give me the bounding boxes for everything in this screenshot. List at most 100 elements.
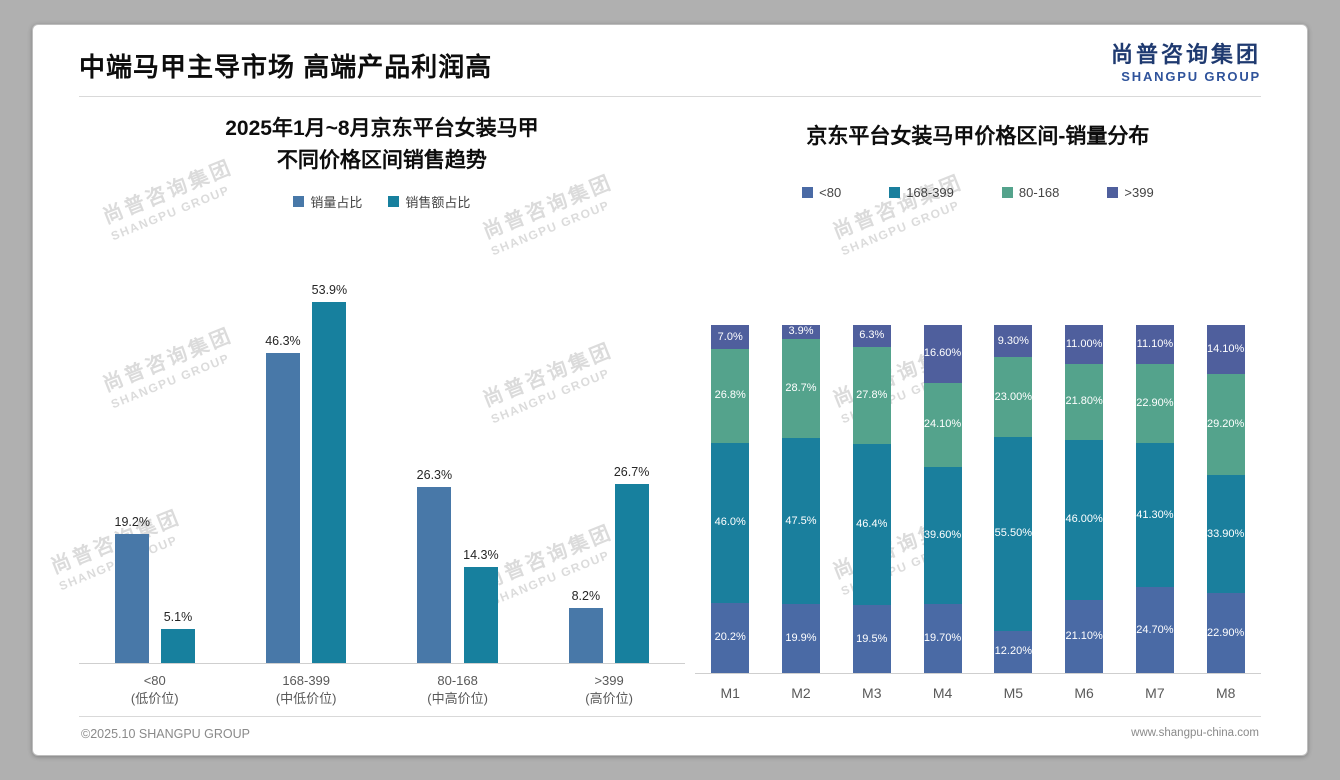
legend-swatch [1107, 186, 1119, 198]
bar-value-label: 46.3% [265, 333, 301, 348]
bar-segment: 14.10% [1206, 324, 1245, 374]
x-axis-label-tier: (高价位) [585, 691, 633, 707]
legend-item: 168-399 [889, 185, 954, 200]
slide: 尚普咨询集团 SHANGPU GROUP 尚普咨询集团 SHANGPU GROUP 尚普… [32, 24, 1308, 756]
bar-column: 46.3% [265, 333, 301, 663]
bar-segment: 19.70% [923, 604, 962, 673]
x-axis-label-tier: (低价位) [130, 691, 179, 707]
bar-column: 14.3% [463, 548, 499, 663]
stacked-bar-slot: 12.20% 55.50% 23.00% 9.30% [978, 325, 1049, 673]
bar-group-slot: 19.2% 5.1% [79, 515, 230, 663]
x-axis-label: M3 [862, 685, 882, 701]
bar [160, 628, 195, 663]
bar-value-label: 8.2% [571, 589, 601, 604]
x-axis-label: M6 [1074, 685, 1094, 701]
legend-swatch [1001, 186, 1013, 198]
bar-segment: 28.7% [781, 338, 820, 439]
bar-segment: 19.9% [781, 603, 820, 673]
stacked-bar-slot: 24.70% 41.30% 22.90% 11.10% [1120, 325, 1191, 673]
x-axis-label: M5 [1003, 685, 1024, 701]
bar-column: 26.7% [614, 465, 649, 663]
stacked-bar-slot: 21.10% 46.00% 21.80% 11.00% [1049, 325, 1120, 673]
x-axis-label: <80 (低价位) [79, 664, 230, 716]
stacked-bar-slot: 19.5% 46.4% 27.8% 6.3% [836, 325, 907, 673]
bar-segment: 12.20% [994, 630, 1033, 673]
legend-item: 销量占比 [293, 192, 362, 211]
bar-segment: 22.90% [1206, 593, 1245, 673]
stacked-bar-slot: 19.70% 39.60% 24.10% 16.60% [907, 324, 978, 673]
charts-row: 2025年1月~8月京东平台女装马甲 不同价格区间销售趋势 销量占比 销售额占比 … [79, 109, 1261, 716]
legend-item: 80-168 [1001, 185, 1059, 200]
stacked-chart-legend: <80 168-399 80-168 >399 [695, 185, 1261, 200]
bar-value-label: 26.3% [416, 467, 453, 482]
bar-segment: 27.8% [852, 346, 891, 444]
bar-column: 26.3% [417, 468, 452, 663]
grouped-chart-title-line2: 不同价格区间销售趋势 [276, 148, 487, 172]
x-axis-label-range: 168-399 [282, 673, 331, 688]
grouped-bar-chart: 2025年1月~8月京东平台女装马甲 不同价格区间销售趋势 销量占比 销售额占比 … [79, 109, 695, 716]
bar-segment: 21.10% [1065, 599, 1104, 673]
x-axis-label: 80-168 (中高价位) [382, 664, 533, 716]
bar-value-label: 14.3% [463, 548, 499, 563]
bar-segment: 46.0% [711, 442, 750, 603]
bar-group-slot: 26.3% 14.3% [382, 468, 533, 663]
bar-value-label: 26.7% [613, 465, 650, 480]
bar-segment: 46.00% [1065, 439, 1104, 600]
bar-value-label: 19.2% [114, 515, 150, 530]
stacked-bar-chart: 京东平台女装马甲价格区间-销量分布 <80 168-399 80-168 >399 2… [694, 109, 1261, 716]
legend-label: 销量占比 [310, 195, 363, 211]
x-axis-label: M2 [791, 685, 811, 701]
bar-segment: 33.90% [1206, 475, 1245, 594]
bar-segment: 7.0% [711, 324, 750, 350]
bar [115, 534, 150, 663]
bar-segment: 20.2% [711, 602, 750, 673]
legend-item: 销售额占比 [388, 192, 470, 211]
page-title: 中端马甲主导市场 高端产品利润高 [79, 52, 493, 83]
bar-column: 8.2% [568, 589, 603, 663]
bar-group-slot: 46.3% 53.9% [230, 283, 381, 663]
bar-segment: 41.30% [1135, 443, 1174, 587]
legend-swatch [889, 186, 901, 198]
bar-segment: 55.50% [994, 437, 1033, 631]
bar-segment: 11.10% [1135, 325, 1174, 364]
company-logo: 尚普咨询集团 SHANGPU GROUP [1110, 42, 1261, 85]
bar-segment: 9.30% [994, 325, 1033, 358]
bar [417, 486, 452, 663]
x-axis-label-range: 80-168 [437, 673, 478, 688]
bar-column: 53.9% [312, 283, 347, 663]
bar [614, 484, 649, 663]
bar [265, 352, 300, 663]
slide-content: 中端马甲主导市场 高端产品利润高 尚普咨询集团 SHANGPU GROUP 20… [33, 25, 1307, 755]
x-axis-label: >399 (高价位) [533, 664, 684, 716]
bar-segment: 26.8% [711, 349, 750, 443]
stacked-bar-slot: 20.2% 46.0% 26.8% 7.0% [695, 324, 766, 673]
logo-english-name: SHANGPU GROUP [1121, 69, 1261, 85]
legend-label: 168-399 [906, 184, 954, 200]
stacked-bar: 22.90% 33.90% 29.20% 14.10% [1206, 324, 1245, 673]
legend-label: 销售额占比 [405, 195, 471, 211]
stacked-chart-title: 京东平台女装马甲价格区间-销量分布 [806, 125, 1150, 149]
bar-segment: 22.90% [1135, 363, 1174, 444]
stacked-chart-x-axis: M1 M2 M3 M4 M5 M6 M7 M8 [695, 674, 1261, 716]
stacked-bar: 19.9% 47.5% 28.7% 3.9% [781, 324, 820, 673]
bar-segment: 6.3% [852, 325, 891, 347]
legend-swatch [802, 186, 814, 198]
legend-swatch [388, 196, 400, 208]
bar-segment: 24.10% [923, 382, 962, 467]
x-axis-label-range: <80 [143, 673, 166, 688]
stacked-bar: 12.20% 55.50% 23.00% 9.30% [994, 325, 1033, 673]
legend-item: >399 [1107, 185, 1154, 200]
legend-label: <80 [819, 184, 842, 200]
x-axis-label: M4 [932, 685, 953, 701]
bar-column: 19.2% [115, 515, 150, 663]
stacked-chart-plot-block: 20.2% 46.0% 26.8% 7.0% 19.9% 47.5% 28.7% 3.9% 19… [694, 324, 1261, 716]
stacked-bar: 24.70% 41.30% 22.90% 11.10% [1135, 325, 1174, 673]
grouped-chart-plot-area: 19.2% 5.1% 46.3% 53.9% 26.3% 14.3% 8.2% 26.7% [79, 261, 685, 664]
bar-segment: 47.5% [781, 438, 820, 604]
stacked-bar-slot: 22.90% 33.90% 29.20% 14.10% [1190, 324, 1261, 673]
stacked-bar: 19.70% 39.60% 24.10% 16.60% [923, 324, 962, 673]
stacked-bar: 20.2% 46.0% 26.8% 7.0% [711, 324, 750, 673]
logo-chinese-name: 尚普咨询集团 [1110, 42, 1261, 67]
legend-swatch [293, 196, 305, 208]
